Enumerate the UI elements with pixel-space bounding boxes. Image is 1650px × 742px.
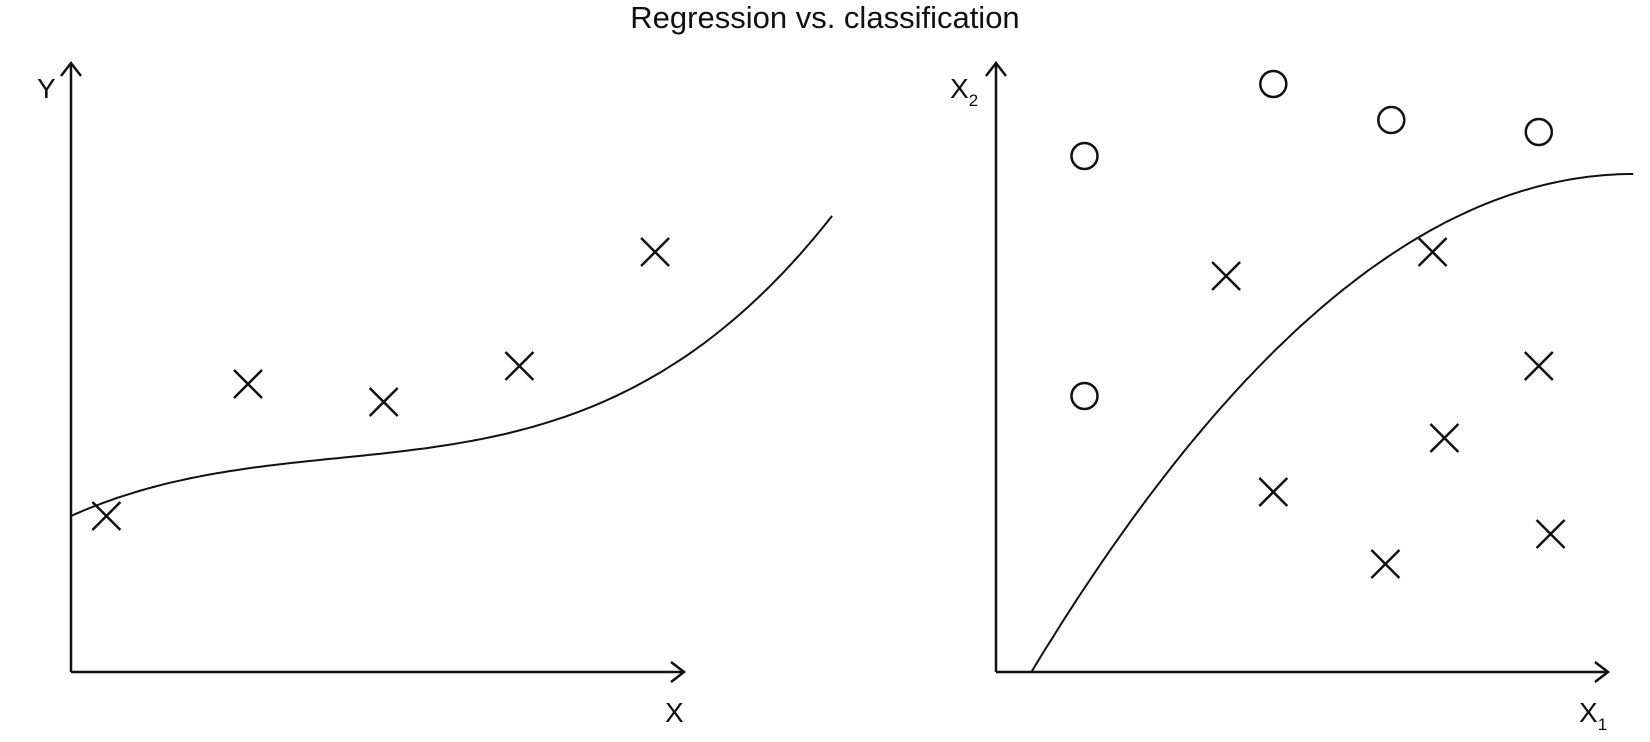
right-x-axis-subscript: 1 — [1598, 715, 1607, 734]
regression-points — [91, 237, 670, 531]
right-x-axis-label: X1 — [1579, 697, 1607, 734]
left-x-axis — [71, 661, 687, 683]
decision-boundary-curve — [1030, 173, 1634, 673]
class-x-marker — [1370, 549, 1401, 579]
class-x-marker — [1211, 261, 1241, 291]
class-x-points — [1211, 237, 1566, 579]
classification-panel: X2 X1 — [950, 60, 1634, 734]
class-x-marker — [1417, 237, 1448, 267]
class-x-marker — [1535, 519, 1566, 549]
class-o-marker — [1259, 69, 1288, 99]
class-o-points — [1070, 69, 1554, 411]
regression-point-marker — [91, 501, 122, 531]
class-o-marker — [1524, 117, 1554, 147]
right-y-axis-label: X2 — [950, 73, 978, 110]
regression-point-marker — [368, 387, 399, 417]
class-o-marker — [1070, 141, 1099, 171]
class-o-marker — [1070, 381, 1099, 411]
right-y-axis-subscript: 2 — [969, 91, 978, 110]
regression-point-marker — [233, 369, 263, 399]
class-o-marker — [1377, 105, 1406, 135]
class-x-marker — [1523, 351, 1554, 381]
regression-point-marker — [640, 237, 670, 267]
class-x-marker — [1258, 477, 1289, 507]
right-y-axis — [985, 60, 1007, 672]
left-y-axis — [60, 60, 82, 672]
right-x-axis — [996, 661, 1611, 683]
regression-point-marker — [504, 351, 535, 381]
left-x-axis-label: X — [665, 697, 684, 728]
left-y-axis-label: Y — [37, 73, 56, 104]
figure-title: Regression vs. classification — [630, 0, 1020, 35]
class-x-marker — [1429, 423, 1460, 453]
regression-curve — [70, 215, 833, 517]
regression-panel: Y X — [37, 60, 833, 728]
